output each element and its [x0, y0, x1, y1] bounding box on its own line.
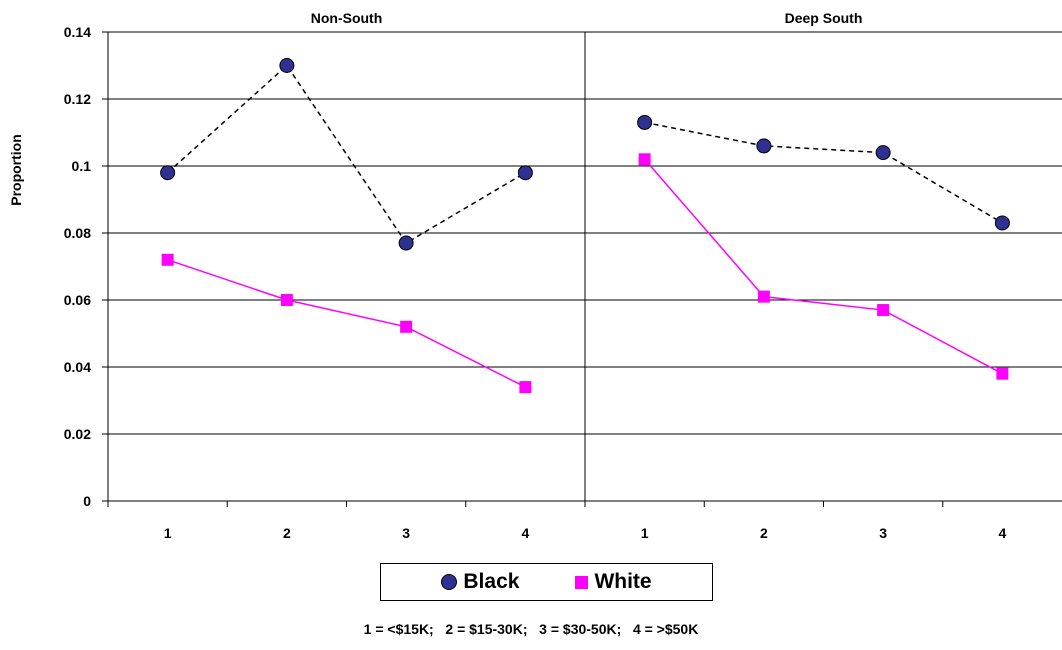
y-tick-label: 0.12 — [64, 91, 91, 107]
x-tick-label: 4 — [521, 525, 529, 541]
legend-label-white: White — [594, 570, 652, 593]
y-tick-label: 0.02 — [64, 426, 91, 442]
y-tick-label: 0.1 — [72, 158, 92, 174]
series-line-white — [167, 259, 526, 388]
x-tick-label: 3 — [879, 525, 887, 541]
legend: Black White — [380, 563, 713, 601]
income-category-footnote: 1 = <$15K; 2 = $15-30K; 3 = $30-50K; 4 =… — [363, 621, 699, 637]
data-point-black — [398, 235, 414, 251]
x-tick-label: 3 — [402, 525, 410, 541]
data-point-white — [280, 294, 293, 306]
series-line-white — [644, 158, 1003, 375]
x-tick-label: 1 — [641, 525, 649, 541]
data-point-white — [757, 290, 770, 303]
data-point-black — [279, 58, 295, 73]
y-tick-label: 0.04 — [64, 359, 91, 375]
data-point-black — [994, 215, 1010, 231]
square-marker-icon — [575, 575, 589, 589]
series-line-black — [167, 64, 526, 245]
y-tick-label: 0.14 — [64, 24, 91, 40]
data-point-black — [875, 145, 891, 161]
data-point-white — [519, 381, 532, 394]
data-point-white — [877, 304, 890, 317]
x-tick-label: 4 — [998, 525, 1006, 541]
data-point-white — [400, 320, 413, 333]
data-point-black — [756, 138, 772, 154]
data-point-white — [161, 253, 174, 266]
y-axis-label: Proportion — [8, 134, 24, 206]
x-tick-label: 2 — [283, 525, 291, 541]
x-tick-label: 2 — [760, 525, 768, 541]
data-point-white — [996, 367, 1009, 380]
y-tick-label: 0.06 — [64, 292, 91, 308]
data-point-black — [637, 114, 653, 130]
circle-marker-icon — [441, 574, 458, 590]
y-tick-label: 0.08 — [64, 225, 91, 241]
data-point-black — [517, 165, 533, 181]
panel-title: Deep South — [785, 10, 863, 26]
data-point-white — [638, 153, 651, 166]
series-line-black — [644, 121, 1003, 224]
data-point-black — [160, 165, 176, 181]
panel-title: Non-South — [311, 10, 383, 26]
legend-item-white: White — [575, 570, 652, 594]
x-tick-label: 1 — [164, 525, 172, 541]
legend-label-black: Black — [463, 570, 520, 593]
legend-item-black: Black — [441, 570, 519, 594]
y-tick-label: 0 — [83, 493, 91, 509]
